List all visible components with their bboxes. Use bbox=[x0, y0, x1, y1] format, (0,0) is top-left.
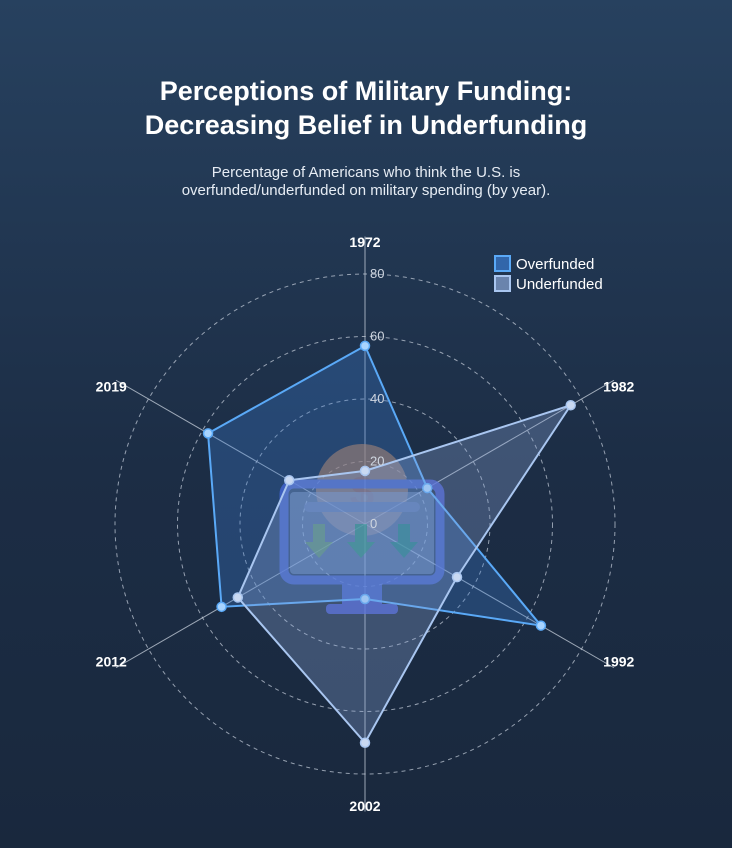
chart-subtitle-line-2: overfunded/underfunded on military spend… bbox=[181, 182, 551, 199]
category-label: 1972 bbox=[349, 234, 380, 250]
radial-tick-label: 20 bbox=[370, 454, 384, 469]
chart-title-line-1: Perceptions of Military Funding: bbox=[159, 76, 573, 106]
radial-tick-labels: 0 20 40 60 80 bbox=[370, 266, 384, 531]
monitor-with-money-and-down-arrows-icon: $ bbox=[279, 444, 445, 614]
category-label: 1982 bbox=[603, 379, 634, 395]
down-arrow-icon bbox=[347, 524, 375, 558]
category-label: 2012 bbox=[96, 654, 127, 670]
down-arrow-icon bbox=[390, 524, 418, 558]
down-arrow-icon bbox=[305, 524, 333, 558]
category-labels: 1972 1982 1992 2002 2012 2019 bbox=[96, 234, 635, 814]
chart-title: Perceptions of Military Funding: Decreas… bbox=[0, 74, 732, 142]
legend-label-overfunded: Overfunded bbox=[516, 256, 594, 273]
overfunded-point bbox=[421, 482, 433, 494]
overfunded-point bbox=[535, 620, 547, 631]
radial-tick-label: 80 bbox=[370, 266, 384, 281]
chart-title-line-2: Decreasing Belief in Underfunding bbox=[144, 110, 588, 140]
underfunded-point bbox=[451, 571, 463, 583]
underfunded-point bbox=[565, 400, 576, 411]
underfunded-point bbox=[359, 465, 371, 477]
overfunded-point bbox=[359, 340, 371, 352]
radial-tick-label: 40 bbox=[370, 391, 384, 406]
grid-circle bbox=[239, 398, 491, 650]
monitor-frame-icon bbox=[279, 479, 445, 585]
overfunded-point bbox=[202, 428, 214, 439]
chart-subtitle-line-1: Percentage of Americans who think the U.… bbox=[211, 164, 521, 181]
chart-subtitle: Percentage of Americans who think the U.… bbox=[0, 164, 732, 200]
category-label: 2002 bbox=[349, 798, 380, 814]
legend-label-underfunded: Underfunded bbox=[516, 276, 603, 293]
underfunded-point bbox=[283, 475, 295, 486]
monitor-bar-icon bbox=[304, 502, 420, 512]
underfunded-point bbox=[232, 592, 244, 603]
coin-icon bbox=[316, 444, 408, 536]
radial-tick-label: 60 bbox=[370, 329, 384, 344]
overfunded-point bbox=[216, 601, 227, 613]
category-label: 2019 bbox=[96, 379, 127, 395]
monitor-base-icon bbox=[326, 604, 398, 614]
category-label: 1992 bbox=[603, 654, 634, 670]
underfunded-point bbox=[359, 737, 371, 748]
legend-swatch-underfunded bbox=[494, 275, 511, 292]
overfunded-point bbox=[359, 593, 371, 605]
radial-tick-label: 0 bbox=[370, 516, 377, 531]
legend: Overfunded Underfunded bbox=[494, 255, 603, 293]
legend-swatch-overfunded bbox=[494, 255, 511, 272]
radar-series bbox=[202, 340, 576, 748]
